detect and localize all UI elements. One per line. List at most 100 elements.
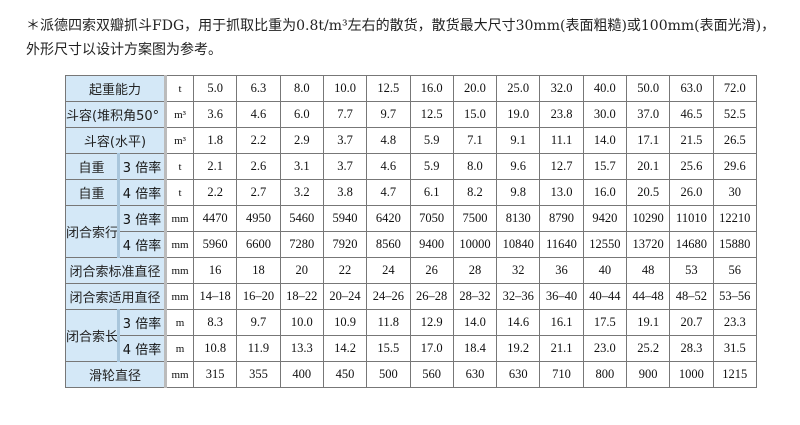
value-cell: 9.7	[236, 309, 281, 336]
value-cell: 46.5	[669, 101, 714, 128]
value-cell: 7920	[322, 231, 368, 258]
value-cell: 15.0	[452, 101, 498, 128]
value-cell: 50.0	[625, 75, 671, 102]
value-cell: 4.6	[366, 153, 411, 180]
value-cell: 4950	[236, 205, 281, 232]
value-cell: 5940	[322, 205, 368, 232]
value-cell: 17.0	[409, 335, 454, 362]
value-cell: 31.5	[712, 335, 758, 362]
value-cell: 30.0	[582, 101, 627, 128]
value-cell: 14.0	[452, 309, 498, 336]
value-cell: 13.3	[279, 335, 324, 362]
value-cell: 9.1	[496, 127, 541, 154]
value-cell: 30	[712, 179, 758, 206]
value-cell: 11640	[539, 231, 584, 258]
value-cell: 9.7	[366, 101, 411, 128]
value-cell: 53–56	[712, 283, 758, 310]
value-cell: 36–40	[539, 283, 584, 310]
value-cell: 20–24	[322, 283, 368, 310]
value-cell: 44–48	[625, 283, 671, 310]
value-cell: 1215	[712, 361, 758, 388]
value-cell: 8.2	[452, 179, 498, 206]
value-cell: 4470	[193, 205, 238, 232]
value-cell: 9400	[409, 231, 454, 258]
value-cell: 28–32	[452, 283, 498, 310]
value-cell: 14.0	[582, 127, 627, 154]
unit-cell: t	[164, 179, 195, 206]
value-cell: 20	[279, 257, 324, 284]
value-cell: 10290	[625, 205, 671, 232]
value-cell: 10.0	[322, 75, 368, 102]
unit-cell: mm	[164, 283, 195, 310]
value-cell: 7.1	[452, 127, 498, 154]
value-cell: 28.3	[669, 335, 714, 362]
value-cell: 11.9	[236, 335, 281, 362]
value-cell: 20.1	[625, 153, 671, 180]
value-cell: 6.3	[236, 75, 281, 102]
value-cell: 15880	[712, 231, 758, 258]
value-cell: 8560	[366, 231, 411, 258]
value-cell: 500	[366, 361, 411, 388]
value-cell: 17.1	[625, 127, 671, 154]
value-cell: 315	[193, 361, 238, 388]
value-cell: 13720	[625, 231, 671, 258]
value-cell: 5960	[193, 231, 238, 258]
value-cell: 11010	[669, 205, 714, 232]
value-cell: 22	[322, 257, 368, 284]
value-cell: 20.7	[669, 309, 714, 336]
value-cell: 2.6	[236, 153, 281, 180]
value-cell: 630	[496, 361, 541, 388]
unit-cell: m³	[164, 127, 195, 154]
value-cell: 710	[539, 361, 584, 388]
value-cell: 23.0	[582, 335, 627, 362]
unit-cell: mm	[164, 205, 195, 232]
unit-cell: m	[164, 335, 195, 362]
value-cell: 12.5	[409, 101, 454, 128]
value-cell: 16–20	[236, 283, 281, 310]
row-label: 闭合索长度	[65, 309, 119, 362]
value-cell: 6600	[236, 231, 281, 258]
row-label: 起重能力	[64, 75, 167, 102]
value-cell: 40–44	[582, 283, 627, 310]
value-cell: 19.2	[496, 335, 541, 362]
value-cell: 11.8	[366, 309, 411, 336]
value-cell: 24	[366, 257, 411, 284]
value-cell: 8.0	[279, 75, 324, 102]
value-cell: 3.1	[279, 153, 324, 180]
unit-cell: m	[164, 309, 195, 336]
value-cell: 48	[625, 257, 671, 284]
value-cell: 10000	[452, 231, 498, 258]
value-cell: 5.9	[409, 127, 454, 154]
value-cell: 8790	[539, 205, 584, 232]
value-cell: 10.0	[279, 309, 324, 336]
value-cell: 7500	[452, 205, 498, 232]
value-cell: 3.2	[279, 179, 324, 206]
value-cell: 48–52	[669, 283, 714, 310]
value-cell: 560	[409, 361, 454, 388]
value-cell: 21.1	[539, 335, 584, 362]
value-cell: 26–28	[409, 283, 454, 310]
value-cell: 4.8	[366, 127, 411, 154]
value-cell: 72.0	[712, 75, 758, 102]
rate-label: 3 倍率	[116, 153, 167, 180]
table-row: 闭合索行程3 倍率mm44704950546059406420705075008…	[65, 205, 758, 258]
value-cell: 18–22	[279, 283, 324, 310]
value-cell: 53	[669, 257, 714, 284]
value-cell: 25.2	[625, 335, 671, 362]
value-cell: 26	[409, 257, 454, 284]
value-cell: 40	[582, 257, 627, 284]
unit-cell: mm	[164, 361, 195, 388]
value-cell: 19.1	[625, 309, 671, 336]
value-cell: 25.0	[496, 75, 541, 102]
value-cell: 450	[322, 361, 368, 388]
value-cell: 630	[452, 361, 498, 388]
value-cell: 26.5	[712, 127, 758, 154]
table-row: 自重 4 倍率 t 2.2 2.7 3.2 3.8 4.7 6.1 8.2 9.8 13.0 16.0 2…	[65, 179, 758, 206]
value-cell: 7280	[279, 231, 324, 258]
value-cell: 25.6	[669, 153, 714, 180]
value-cell: 14.6	[496, 309, 541, 336]
value-cell: 3.7	[322, 153, 368, 180]
value-cell: 3.7	[322, 127, 368, 154]
value-cell: 1.8	[193, 127, 238, 154]
unit-cell: m³	[164, 101, 195, 128]
